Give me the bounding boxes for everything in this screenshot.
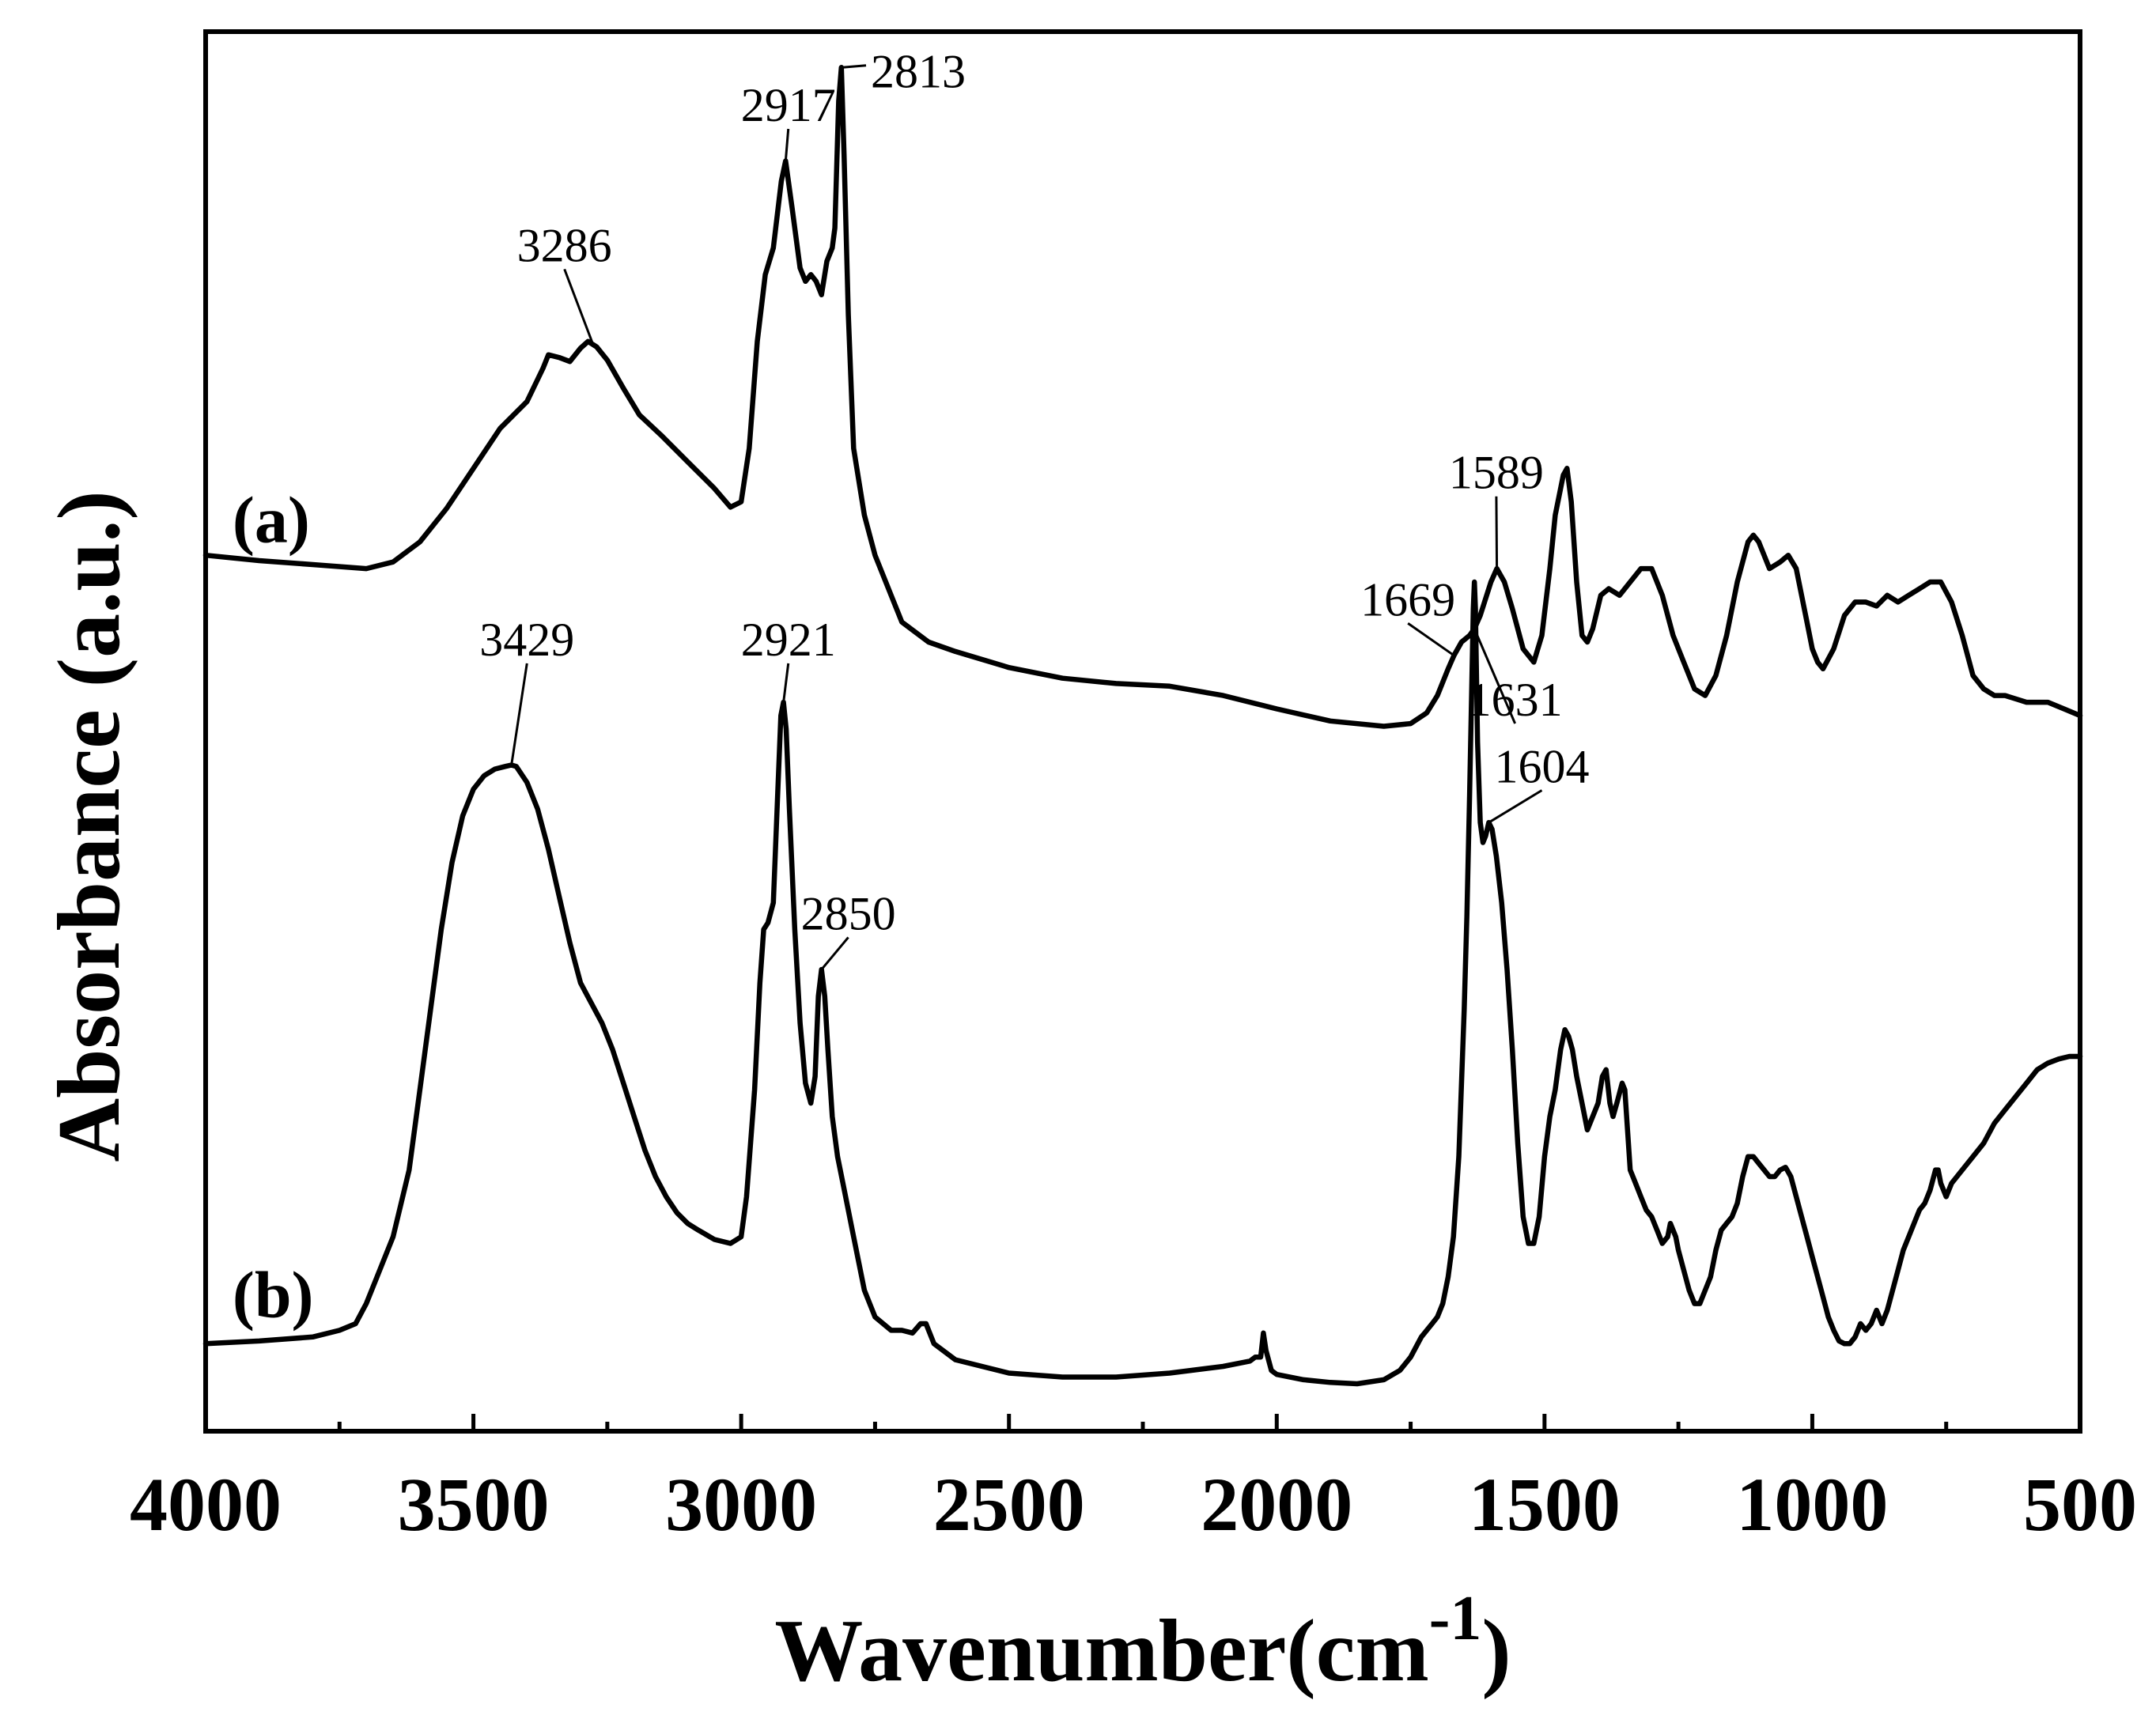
peak-label: 3286 — [517, 219, 612, 271]
peak-label: 1604 — [1494, 741, 1589, 793]
annotation-leader — [510, 663, 528, 765]
x-tick-label: 1500 — [1469, 1462, 1621, 1547]
series-labels: (a) (b) — [233, 483, 314, 1332]
x-axis-title-close: ) — [1481, 1602, 1511, 1700]
x-tick-label: 3000 — [665, 1462, 817, 1547]
x-axis-title: Wavenumber(cm-1) — [774, 1584, 1511, 1700]
x-axis-ticks — [203, 1414, 2082, 1431]
annotation-leader — [1407, 622, 1455, 657]
spectra-group — [202, 65, 2083, 1387]
series-label-a: (a) — [233, 483, 310, 557]
x-tick-label: 2500 — [933, 1462, 1085, 1547]
x-tick-label: 500 — [2023, 1462, 2137, 1547]
x-axis-title-main: Wavenumber(cm — [774, 1602, 1428, 1700]
annotation-leader — [841, 64, 867, 69]
annotation-leader — [1495, 496, 1499, 569]
peak-label: 3429 — [479, 614, 574, 666]
x-tick-label: 4000 — [130, 1462, 282, 1547]
peak-label: 2850 — [801, 887, 896, 939]
x-axis-tick-labels: 4000 3500 3000 2500 2000 1500 1000 500 — [130, 1462, 2137, 1547]
x-axis-title-superscript: -1 — [1429, 1584, 1482, 1653]
series-label-b: (b) — [233, 1259, 314, 1332]
annotation-leader — [1473, 628, 1516, 724]
x-tick-label: 3500 — [398, 1462, 550, 1547]
annotation-leader — [563, 268, 596, 348]
annotation-leader — [782, 663, 790, 703]
peak-label: 2921 — [741, 614, 836, 666]
annotation-leader — [784, 128, 790, 161]
y-axis-title: Absorbance (a.u.) — [40, 490, 138, 1162]
annotation-leader — [1488, 789, 1543, 824]
peak-label: 1631 — [1468, 674, 1563, 726]
spectrum-a — [202, 65, 2083, 729]
peak-label: 2813 — [871, 46, 966, 98]
peak-label: 1669 — [1360, 573, 1455, 625]
spectrum-b — [202, 579, 2083, 1387]
x-tick-label: 1000 — [1736, 1462, 1888, 1547]
peak-label: 1589 — [1449, 447, 1544, 499]
peak-label: 2917 — [741, 79, 836, 131]
annotation-leader — [820, 936, 849, 971]
x-tick-label: 2000 — [1201, 1462, 1352, 1547]
